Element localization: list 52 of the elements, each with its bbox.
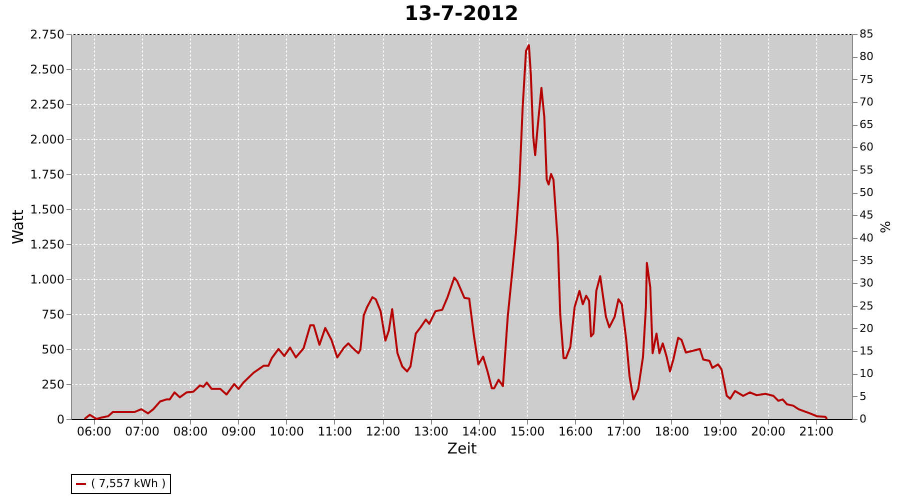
y2-tick-label: 85 bbox=[860, 28, 874, 40]
y2-tick-label: 70 bbox=[860, 95, 874, 108]
y2-tick-label: 5 bbox=[860, 390, 866, 403]
x-tick-label: 16:00 bbox=[558, 424, 593, 438]
y-tick-label: 750 bbox=[42, 308, 64, 322]
y2-tick-label: 65 bbox=[860, 118, 874, 132]
y2-axis-title: % bbox=[876, 220, 892, 234]
x-tick-label: 15:00 bbox=[510, 424, 545, 438]
y2-tick-label: 10 bbox=[860, 367, 874, 380]
x-tick-label: 06:00 bbox=[76, 424, 112, 438]
y2-tick-label: 50 bbox=[860, 186, 874, 200]
y2-tick-label: 45 bbox=[860, 208, 874, 222]
y-tick-label: 250 bbox=[42, 378, 64, 392]
y2-tick-label: 30 bbox=[860, 276, 874, 290]
x-tick-label: 18:00 bbox=[654, 424, 690, 438]
x-tick-label: 13:00 bbox=[414, 424, 448, 438]
y-tick-label: 2.750 bbox=[30, 28, 64, 42]
y-tick-label: 1.000 bbox=[30, 272, 64, 286]
x-tick-label: 09:00 bbox=[221, 424, 256, 438]
y-tick-label: 1.500 bbox=[30, 202, 64, 216]
y-axis-title: Watt bbox=[9, 209, 28, 244]
x-tick-label: 17:00 bbox=[606, 424, 642, 438]
x-tick-label: 12:00 bbox=[366, 424, 400, 438]
x-tick-label: 14:00 bbox=[462, 424, 497, 438]
y2-tick-label: 55 bbox=[860, 163, 874, 176]
y-tick-label: 500 bbox=[42, 342, 64, 356]
y-tick-label: 2.250 bbox=[30, 98, 64, 112]
y2-tick-label: 60 bbox=[860, 140, 874, 154]
x-tick-label: 10:00 bbox=[269, 424, 304, 438]
y-tick-label: 0 bbox=[56, 412, 64, 426]
y2-tick-label: 80 bbox=[860, 50, 874, 64]
x-tick-label: 21:00 bbox=[799, 424, 834, 438]
x-tick-label: 20:00 bbox=[750, 424, 786, 438]
y2-tick-label: 35 bbox=[860, 254, 874, 267]
y-tick-label: 1.250 bbox=[30, 238, 64, 252]
line-series bbox=[83, 44, 828, 420]
y-tick-label: 1.750 bbox=[30, 168, 64, 182]
x-tick-label: 19:00 bbox=[702, 424, 738, 438]
legend-label: ( 7,557 kWh ) bbox=[91, 477, 166, 490]
y2-tick-label: 20 bbox=[860, 322, 874, 335]
chart-title: 13-7-2012 bbox=[404, 1, 519, 25]
x-axis-title: Zeit bbox=[447, 440, 477, 458]
y2-tick-label: 40 bbox=[860, 231, 874, 244]
y-tick-label: 2.000 bbox=[30, 132, 64, 146]
y2-tick-label: 15 bbox=[860, 344, 874, 358]
x-tick-label: 08:00 bbox=[173, 424, 208, 438]
y2-tick-label: 75 bbox=[860, 72, 874, 86]
x-tick-label: 07:00 bbox=[124, 424, 160, 438]
y-tick-label: 2.500 bbox=[30, 62, 64, 76]
x-tick-label: 11:00 bbox=[318, 424, 352, 438]
y2-tick-label: 25 bbox=[860, 299, 874, 312]
y2-tick-label: 0 bbox=[860, 412, 866, 426]
